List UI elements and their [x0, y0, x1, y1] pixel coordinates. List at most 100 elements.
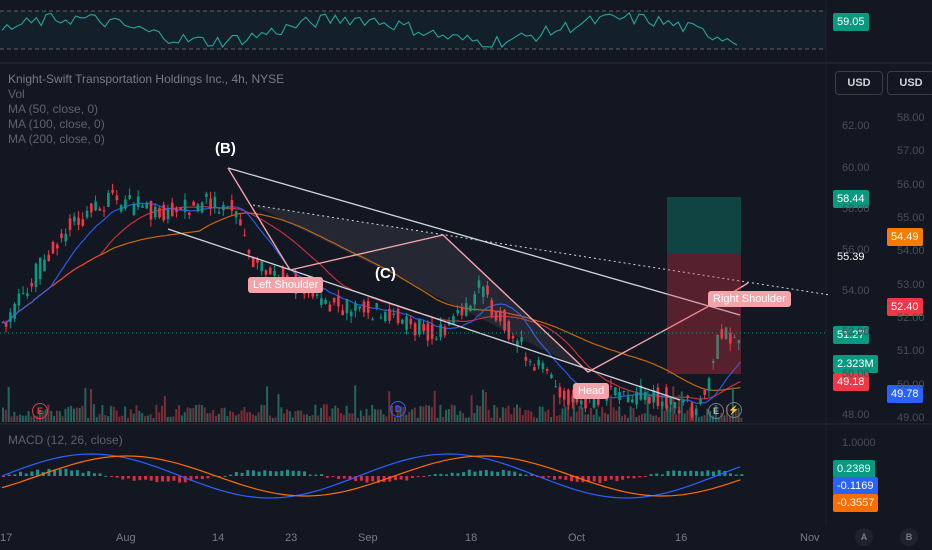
volume-bar — [686, 410, 689, 422]
lightning-icon[interactable]: ⚡ — [726, 402, 742, 418]
volume-bar — [720, 412, 723, 422]
macd-histogram-bar — [2, 476, 5, 477]
volume-bar — [4, 409, 7, 422]
macd-histogram-bar — [189, 476, 193, 481]
macd-histogram-bar — [126, 476, 130, 479]
price-tag: 52.40 — [887, 298, 923, 316]
currency-button-1[interactable]: USD — [835, 71, 883, 95]
candle-body — [524, 356, 528, 361]
volume-bar — [61, 416, 64, 422]
candle-body — [128, 195, 131, 199]
candle-body — [34, 263, 38, 287]
volume-bar — [575, 411, 578, 422]
candle-body — [315, 294, 319, 296]
volume-bar — [200, 404, 203, 422]
volume-bar — [146, 415, 149, 422]
volume-bar — [163, 395, 166, 422]
volume-bar — [464, 417, 467, 422]
volume-bar — [314, 404, 317, 422]
candle-body — [132, 203, 136, 215]
macd-hist-tag: 0.2389 — [833, 460, 875, 478]
volume-bar — [21, 415, 24, 422]
volume-bar — [169, 417, 172, 422]
candle-body — [443, 326, 447, 336]
volume-bar — [609, 395, 612, 422]
macd-histogram-bar — [81, 472, 85, 476]
dividend-marker[interactable]: D — [390, 401, 406, 417]
volume-bar — [303, 414, 306, 422]
volume-bar — [50, 410, 53, 422]
y-tick-left: 50.00 — [842, 367, 870, 380]
macd-histogram-bar — [240, 472, 244, 476]
candle-body — [354, 303, 357, 311]
volume-bar — [669, 407, 672, 422]
volume-bar — [237, 413, 240, 422]
volume-bar — [300, 410, 303, 422]
earnings-marker-2[interactable]: E — [708, 403, 724, 419]
volume-bar — [152, 417, 155, 422]
candle-body — [111, 189, 114, 193]
macd-histogram-bar — [268, 470, 272, 476]
candle-body — [273, 270, 276, 276]
macd-histogram-bar — [445, 474, 449, 476]
earnings-marker-1[interactable]: E — [32, 403, 48, 419]
volume-bar — [328, 416, 331, 422]
macd-histogram-bar — [462, 472, 466, 476]
candle-body — [324, 300, 327, 304]
y-tick-right: 51.00 — [897, 345, 925, 358]
candle-body — [337, 295, 340, 307]
macd-histogram-bar — [172, 476, 176, 481]
macd-histogram-bar — [700, 471, 704, 476]
x-tick-label: Aug — [116, 532, 136, 544]
bottom-button-b[interactable]: B — [900, 528, 918, 546]
volume-bar — [234, 415, 237, 422]
currency-button-2[interactable]: USD — [887, 71, 932, 95]
volume-bar — [663, 410, 666, 422]
volume-bar — [652, 415, 655, 422]
macd-histogram-bar — [604, 476, 608, 482]
candle-body — [149, 200, 153, 220]
volume-bar — [473, 412, 476, 422]
macd-histogram-bar — [496, 471, 500, 476]
volume-bar — [493, 404, 496, 422]
candle-body — [162, 204, 166, 221]
volume-bar — [280, 407, 283, 422]
volume-bar — [385, 416, 388, 422]
candle-body — [51, 241, 55, 254]
candle-body — [213, 196, 217, 207]
macd-histogram-bar — [405, 476, 409, 481]
bottom-button-a[interactable]: A — [855, 528, 873, 546]
volume-bar — [141, 413, 144, 422]
candle-body — [90, 203, 93, 213]
volume-bar — [322, 404, 325, 422]
volume-bar — [379, 409, 382, 422]
volume-bar — [357, 417, 359, 422]
candle-body — [153, 206, 157, 218]
volume-bar — [527, 410, 530, 422]
volume-bar — [470, 395, 473, 422]
volume-bar — [487, 409, 490, 422]
volume-bar — [186, 407, 189, 422]
volume-bar — [405, 414, 408, 422]
macd-histogram-bar — [36, 469, 40, 476]
volume-bar — [78, 407, 81, 422]
volume-bar — [643, 413, 646, 422]
volume-bar — [138, 410, 141, 422]
candle-body — [366, 301, 370, 313]
volume-bar — [274, 417, 277, 422]
volume-bar — [638, 415, 641, 422]
volume-bar — [410, 409, 413, 422]
volume-bar — [612, 407, 615, 422]
volume-bar — [260, 404, 263, 422]
volume-bar — [47, 404, 50, 422]
candle-body — [690, 402, 694, 418]
candle-body — [94, 201, 97, 211]
y-tick-left: 60.00 — [842, 161, 870, 174]
volume-bar — [155, 404, 158, 422]
macd-histogram-bar — [58, 469, 62, 476]
candle-body — [375, 303, 379, 308]
macd-histogram-bar — [473, 471, 477, 476]
macd-histogram-bar — [507, 470, 511, 476]
macd-histogram-bar — [229, 474, 233, 476]
